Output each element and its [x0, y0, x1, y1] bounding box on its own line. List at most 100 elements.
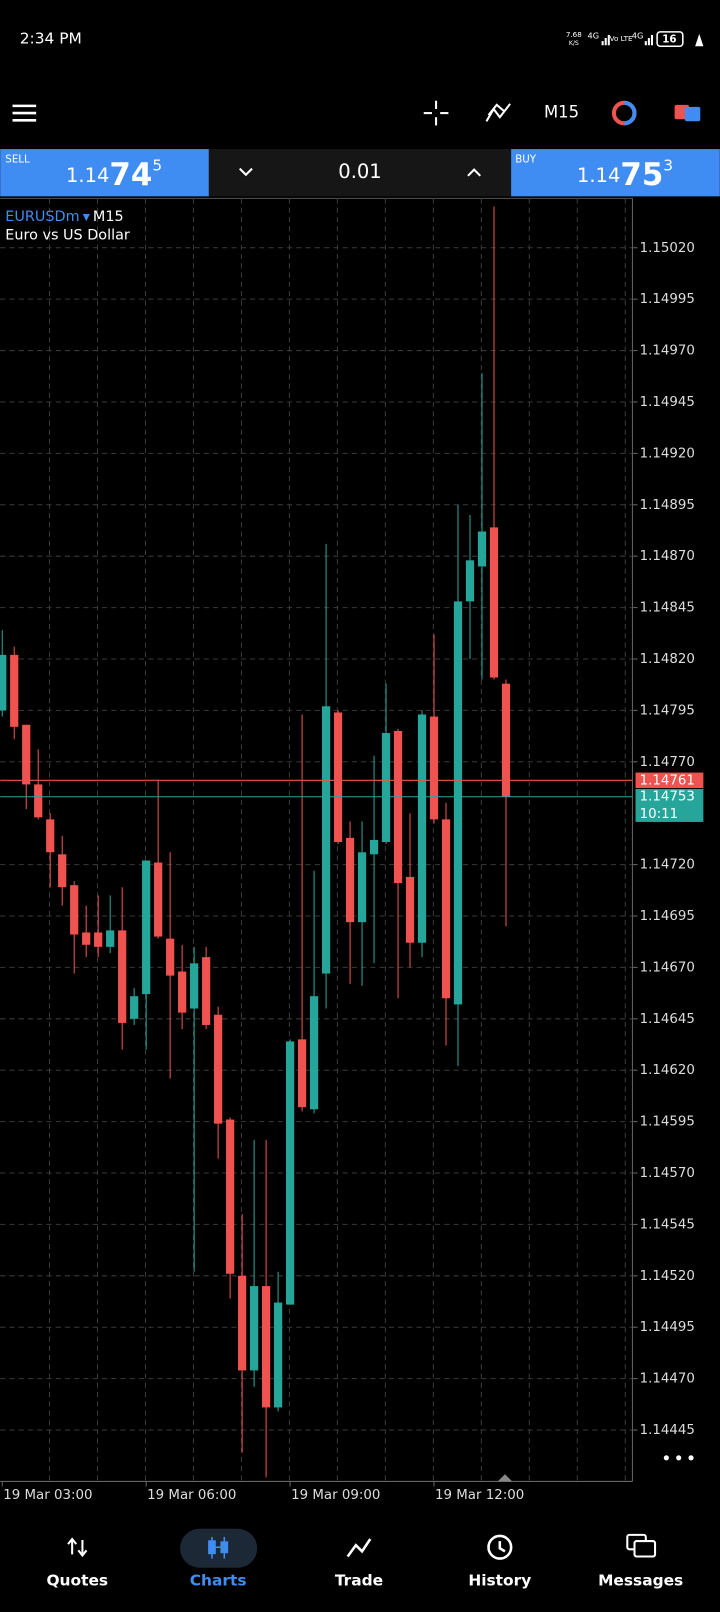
objects-button[interactable]	[611, 100, 637, 126]
buy-price: 1.14753	[577, 156, 673, 192]
candle-body	[477, 531, 487, 567]
candle-body	[130, 996, 139, 1019]
candle-body	[118, 930, 127, 1023]
candle-body	[94, 932, 103, 947]
candle-body	[0, 654, 7, 711]
y-tick-label: 1.14970	[640, 344, 695, 359]
buy-price-sup: 3	[663, 156, 673, 174]
status-network-2: 4G	[632, 30, 644, 40]
nav-trade[interactable]: Trade	[335, 1572, 383, 1590]
dropdown-arrow: ▼	[83, 211, 91, 222]
candle-body	[202, 957, 211, 1025]
nav-highlight	[180, 1528, 258, 1568]
status-network: 4G	[588, 30, 600, 40]
y-tick-label: 1.14845	[640, 601, 695, 616]
battery-level: 16	[662, 34, 676, 46]
bid-tag-label: 1.14753	[640, 790, 695, 805]
x-tick-label: 19 Mar 06:00	[147, 1488, 236, 1503]
countdown: 10:11	[640, 807, 679, 822]
status-time: 2:34 PM	[20, 30, 82, 48]
candle-body	[58, 854, 67, 888]
buy-button[interactable]	[511, 149, 720, 197]
candle-body	[417, 714, 427, 943]
trade-button[interactable]	[674, 104, 701, 122]
volume-up[interactable]	[467, 168, 482, 177]
sell-button[interactable]	[0, 149, 209, 197]
quotes-icon[interactable]	[67, 1537, 88, 1558]
signal-icon-2	[644, 34, 653, 46]
candle-body	[333, 712, 343, 842]
status-volte: Vo LTE	[610, 34, 633, 43]
nav-charts[interactable]: Charts	[190, 1572, 247, 1590]
y-tick-label: 1.14995	[640, 292, 695, 307]
candle-body	[46, 819, 55, 853]
sell-label: SELL	[5, 153, 30, 165]
more-button[interactable]	[663, 1455, 694, 1461]
sell-price-small: 1.14	[66, 163, 109, 186]
indicators-button[interactable]	[485, 103, 511, 122]
candle-body	[465, 560, 475, 602]
candle-body	[190, 963, 199, 1009]
menu-button[interactable]	[12, 104, 37, 122]
candle-body	[489, 527, 499, 678]
y-tick-label: 1.14645	[640, 1012, 695, 1027]
y-tick-label: 1.14595	[640, 1115, 695, 1130]
messages-icon[interactable]	[626, 1533, 657, 1558]
trade-icon[interactable]	[346, 1538, 372, 1558]
buy-price-small: 1.14	[577, 163, 620, 186]
candle-body	[285, 1041, 295, 1305]
battery-icon	[656, 31, 684, 48]
candle-body	[249, 1286, 259, 1371]
y-tick-label: 1.14870	[640, 549, 695, 564]
chart[interactable]	[0, 197, 633, 1482]
y-tick-label: 1.14620	[640, 1063, 695, 1078]
y-tick-label: 1.14495	[640, 1320, 695, 1335]
chart-layer: 1.15020 1.14995 1.14970 1.14945 1.14920 1.148…	[0, 198, 704, 1503]
sell-price-big: 74	[109, 156, 152, 192]
nav-history[interactable]: History	[468, 1572, 531, 1590]
x-tick-label: 19 Mar 09:00	[291, 1488, 380, 1503]
candle-body	[106, 930, 115, 947]
buy-price-big: 75	[620, 156, 663, 192]
volume-down[interactable]	[238, 167, 253, 177]
candle-body	[261, 1286, 271, 1408]
candle-body	[226, 1119, 235, 1274]
bid-tag	[635, 789, 704, 822]
y-tick-label: 1.14570	[640, 1166, 695, 1181]
y-tick-label: 1.14720	[640, 858, 695, 873]
candle-body	[393, 730, 403, 884]
volume-value[interactable]: 0.01	[338, 160, 381, 183]
candle-body	[453, 601, 463, 1005]
y-tick-label: 1.14445	[640, 1423, 695, 1438]
nav-quotes[interactable]: Quotes	[46, 1572, 108, 1590]
y-tick-label: 1.14895	[640, 498, 695, 513]
candle-body	[10, 654, 19, 727]
charts-icon[interactable]	[208, 1536, 229, 1559]
nav-messages[interactable]: Messages	[598, 1572, 683, 1590]
status-speed-unit: K/S	[569, 40, 579, 47]
scroll-marker	[497, 1474, 513, 1482]
buy-label: BUY	[515, 153, 537, 165]
timeframe-button[interactable]: M15	[544, 103, 579, 122]
candle-body	[214, 1014, 223, 1124]
ask-tag-label: 1.14761	[640, 773, 695, 788]
volume-box[interactable]	[208, 149, 512, 197]
y-tick-label: 1.14795	[640, 703, 695, 718]
crosshair-button[interactable]	[423, 100, 449, 126]
candle-body	[429, 716, 439, 820]
sell-price-sup: 5	[152, 156, 162, 174]
y-tick-label: 1.14520	[640, 1269, 695, 1284]
candle-body	[22, 724, 31, 785]
status-speed: 7.68	[566, 30, 582, 39]
candle-body	[501, 683, 511, 797]
chart-legend: EURUSDm ▼ M15	[5, 209, 123, 225]
candle-body	[345, 837, 355, 923]
candle-body	[441, 819, 451, 999]
candle-body	[238, 1275, 247, 1371]
history-icon[interactable]	[487, 1534, 513, 1560]
symbol: EURUSDm	[5, 209, 79, 225]
y-tick-label: 1.14695	[640, 909, 695, 924]
candle-body	[357, 852, 367, 923]
